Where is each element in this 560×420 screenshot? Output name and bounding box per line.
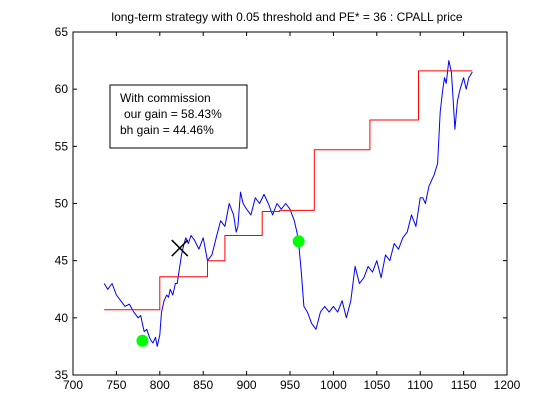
x-tick-label: 950: [280, 378, 300, 392]
y-tick-label: 45: [55, 254, 69, 268]
x-tick-label: 750: [106, 378, 126, 392]
chart-title: long-term strategy with 0.05 threshold a…: [111, 10, 463, 24]
y-tick-label: 55: [55, 139, 69, 153]
annotation-frame: [109, 84, 248, 149]
x-tick-label: 850: [193, 378, 213, 392]
x-tick-label: 1000: [320, 378, 347, 392]
y-axis: 35 40 45 50 55 60 65: [55, 25, 507, 382]
x-tick-label: 900: [237, 378, 257, 392]
plot-background: [73, 32, 507, 375]
annotation-line-2: our gain = 58.43%: [124, 107, 222, 121]
x-axis: 700 750 800 850 900 950 1000 1050 1100 1150 1200: [63, 32, 521, 392]
sell-marker-stroke: [171, 239, 189, 257]
price-line: [103, 60, 473, 347]
x-tick-label: 1200: [494, 378, 521, 392]
sell-marker: [171, 239, 189, 257]
marker-layer: [136, 235, 305, 347]
x-tick-label: 1150: [451, 378, 477, 392]
x-tick-label: 1050: [363, 378, 390, 392]
y-tick-label: 60: [55, 82, 69, 96]
y-tick-label: 50: [55, 197, 69, 211]
x-tick-label: 800: [150, 378, 170, 392]
buy-marker: [292, 235, 305, 248]
y-tick-label: 65: [55, 25, 69, 39]
buy-marker: [136, 334, 149, 347]
x-tick-label: 700: [63, 378, 83, 392]
annotation-line-3: bh gain = 44.46%: [120, 123, 214, 137]
x-tick-label: 1100: [407, 378, 433, 392]
annotation-line-1: With commission: [120, 91, 211, 105]
annotation-box: With commission our gain = 58.43% bh gai…: [109, 84, 248, 149]
series-layer: [103, 60, 473, 347]
y-tick-label: 40: [55, 311, 69, 325]
strategy-line: [104, 70, 473, 311]
y-tick-label: 35: [55, 368, 69, 382]
